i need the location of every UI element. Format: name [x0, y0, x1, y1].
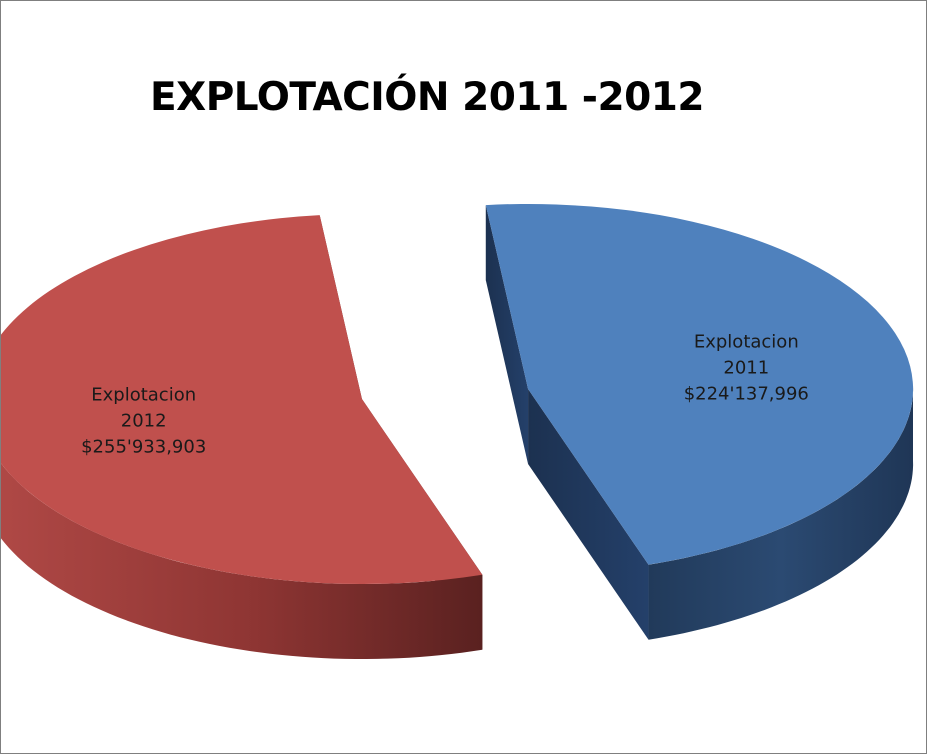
slice-top-face [1, 215, 483, 585]
slice-outer-side [648, 385, 914, 640]
slice-top-face [485, 203, 914, 565]
chart-title: EXPLOTACIÓN 2011 -2012 [149, 75, 705, 120]
slice-label-line: $224'137,996 [684, 383, 809, 404]
slice-cut-face [528, 388, 649, 640]
slice-cut-face [485, 205, 529, 464]
slice-outer-side [1, 463, 483, 659]
pie-slice-2011 [485, 203, 914, 640]
slice-label-line: Explotacion [91, 385, 196, 406]
pie-slice-2012 [1, 215, 483, 659]
slice-label-line: $255'933,903 [81, 437, 206, 458]
slice-label-line: 2012 [121, 411, 167, 432]
slice-label-line: 2011 [723, 357, 769, 378]
slice-label-line: Explotacion [694, 331, 799, 352]
